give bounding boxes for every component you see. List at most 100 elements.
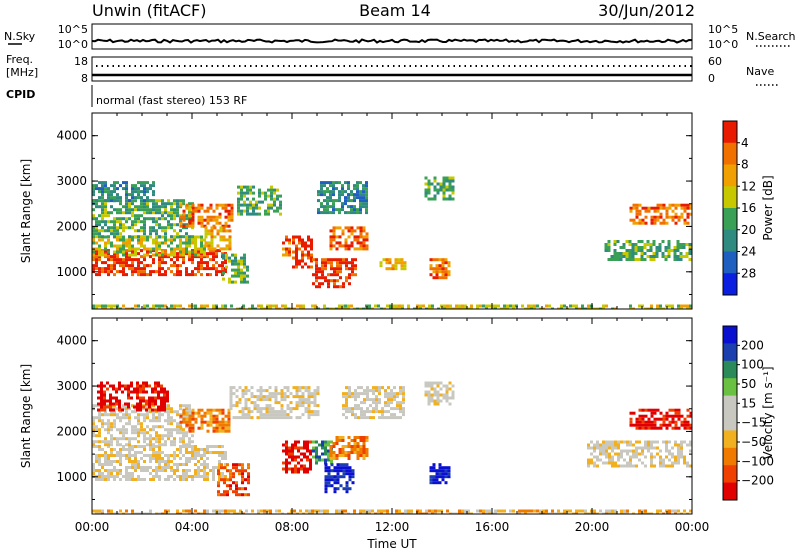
colorbar-tick-label: 16 bbox=[741, 201, 756, 215]
power-echo-region bbox=[237, 185, 282, 216]
x-axis-label: Time UT bbox=[366, 537, 417, 551]
power-colorbar-swatch bbox=[723, 142, 737, 165]
colorbar-tick-label: 15 bbox=[741, 396, 756, 410]
y-tick-label: 4000 bbox=[56, 129, 87, 143]
freq-left-tick-top: 18 bbox=[74, 55, 88, 68]
noise-right-tick-top: 10^5 bbox=[708, 23, 738, 36]
velocity-echo-region bbox=[342, 386, 405, 420]
velocity-echo-region bbox=[329, 436, 369, 460]
velocity-colorbar-swatch bbox=[723, 447, 737, 466]
date-title: 30/Jun/2012 bbox=[598, 1, 695, 20]
noise-right-label: N.Search bbox=[746, 30, 796, 43]
y-tick-label: 4000 bbox=[56, 334, 87, 348]
colorbar-tick-label: 20 bbox=[741, 223, 756, 237]
power-echo-region bbox=[429, 258, 451, 280]
colorbar-tick-label: 24 bbox=[741, 245, 756, 259]
power-echo-region bbox=[379, 258, 407, 271]
x-tick-label: 16:00 bbox=[475, 520, 510, 534]
power-echo-region bbox=[424, 176, 455, 201]
colorbar-tick-label: 12 bbox=[741, 179, 756, 193]
freq-panel-frame bbox=[91, 56, 693, 82]
x-tick-label: 00:00 bbox=[675, 520, 710, 534]
colorbar-tick-label: 50 bbox=[741, 377, 756, 391]
x-tick-label: 12:00 bbox=[375, 520, 410, 534]
power-echo-region bbox=[629, 203, 692, 225]
power-colorbar-swatch bbox=[723, 273, 737, 296]
noise-left-label: N.Sky bbox=[4, 30, 36, 43]
power-colorbar-swatch bbox=[723, 208, 737, 231]
colorbar-tick-label: 200 bbox=[741, 338, 764, 352]
noise-left-tick-top: 10^5 bbox=[58, 23, 88, 36]
power-echo-region bbox=[292, 235, 313, 269]
nave-label: Nave bbox=[746, 65, 774, 78]
cpid-label: CPID bbox=[6, 88, 35, 101]
y-tick-label: 1000 bbox=[56, 470, 87, 484]
power-colorbar-swatch bbox=[723, 164, 737, 187]
power-echo-region bbox=[329, 226, 369, 251]
colorbar-tick-label: 8 bbox=[741, 158, 749, 172]
power-colorbar-swatch bbox=[723, 251, 737, 274]
x-tick-label: 20:00 bbox=[575, 520, 610, 534]
power-echo-region bbox=[92, 249, 227, 277]
power-echo-region bbox=[92, 199, 194, 239]
cpid-text: normal (fast stereo) 153 RF bbox=[96, 94, 247, 107]
velocity-panel: 1000 2000 3000 4000 Slant Range [km] 200 100 50… bbox=[19, 317, 775, 551]
colorbar-tick-label: −100 bbox=[741, 454, 774, 468]
x-tick-label: 00:00 bbox=[75, 520, 110, 534]
x-tick-label: 04:00 bbox=[175, 520, 210, 534]
colorbar-tick-label: 28 bbox=[741, 266, 756, 280]
velocity-echo-region bbox=[587, 440, 692, 468]
velocity-echo-region bbox=[97, 381, 169, 412]
velocity-echo-region bbox=[629, 408, 692, 430]
y-tick-label: 1000 bbox=[56, 265, 87, 279]
velocity-echo-region bbox=[92, 404, 194, 447]
velocity-colorbar-swatch bbox=[723, 482, 737, 501]
y-tick-label: 3000 bbox=[56, 174, 87, 188]
colorbar-tick-label: −15 bbox=[741, 416, 766, 430]
power-echo-region bbox=[92, 181, 155, 203]
velocity-colorbar-swatch bbox=[723, 343, 737, 362]
y-tick-label: 2000 bbox=[56, 424, 87, 438]
colorbar-tick-label: 100 bbox=[741, 358, 764, 372]
velocity-echo-region bbox=[92, 445, 227, 481]
x-tick-label: 08:00 bbox=[275, 520, 310, 534]
freq-left-label-2: [MHz] bbox=[6, 66, 38, 79]
velocity-colorbar-swatch bbox=[723, 430, 737, 449]
velocity-echo-region bbox=[429, 463, 451, 485]
power-colorbar-label: Power [dB] bbox=[761, 175, 775, 240]
power-echo-region bbox=[282, 235, 291, 257]
noise-left-tick-bottom: 10^0 bbox=[58, 38, 88, 51]
power-echo-region bbox=[222, 253, 249, 284]
power-echo-region bbox=[317, 181, 368, 215]
power-colorbar-swatch bbox=[723, 121, 737, 144]
velocity-colorbar-swatch bbox=[723, 378, 737, 397]
y-tick-label: 3000 bbox=[56, 379, 87, 393]
station-title: Unwin (fitACF) bbox=[92, 1, 206, 20]
beam-title: Beam 14 bbox=[359, 1, 431, 20]
velocity-colorbar-swatch bbox=[723, 413, 737, 431]
freq-right-tick-top: 60 bbox=[708, 55, 722, 68]
velocity-echo-region bbox=[424, 381, 455, 406]
freq-right-tick-bottom: 0 bbox=[708, 72, 715, 85]
power-echo-region bbox=[179, 203, 234, 228]
y-axis-label: Slant Range [km] bbox=[19, 364, 33, 468]
noise-right-tick-bottom: 10^0 bbox=[708, 38, 738, 51]
freq-left-tick-bottom: 8 bbox=[81, 72, 88, 85]
velocity-colorbar-swatch bbox=[723, 465, 737, 484]
velocity-colorbar-swatch bbox=[723, 360, 737, 379]
noise-sky-line bbox=[91, 38, 693, 44]
velocity-colorbar-frame bbox=[722, 325, 738, 501]
velocity-colorbar-swatch bbox=[723, 395, 737, 414]
velocity-colorbar-label: Velocity [m s⁻¹] bbox=[761, 366, 775, 459]
colorbar-tick-label: 4 bbox=[741, 136, 749, 150]
y-axis-label: Slant Range [km] bbox=[19, 159, 33, 263]
power-colorbar-swatch bbox=[723, 186, 737, 209]
velocity-echo-region bbox=[324, 463, 355, 494]
power-echo-region bbox=[312, 258, 357, 289]
freq-left-label-1: Freq. bbox=[6, 53, 33, 66]
y-tick-label: 2000 bbox=[56, 219, 87, 233]
noise-panel-frame bbox=[91, 23, 693, 50]
colorbar-tick-label: −50 bbox=[741, 435, 766, 449]
power-echo-region bbox=[92, 304, 692, 309]
velocity-echo-region bbox=[92, 509, 692, 514]
